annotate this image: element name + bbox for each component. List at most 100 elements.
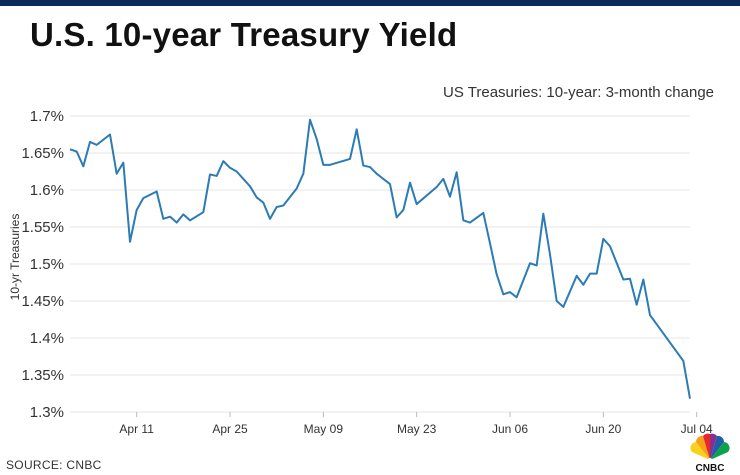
series-layer xyxy=(68,117,693,401)
x-tick-label: Apr 11 xyxy=(119,422,154,436)
data-point xyxy=(688,396,693,401)
top-brand-bar xyxy=(0,0,740,6)
data-point xyxy=(94,142,99,147)
data-point xyxy=(528,261,533,266)
chart-subtitle: US Treasuries: 10-year: 3-month change xyxy=(443,84,714,101)
data-point xyxy=(648,313,653,318)
y-axis-ticks: 1.3% 1.35% 1.4% 1.45% 1.5% 1.55% 1.6% 1.65% 1.7% xyxy=(21,108,64,421)
data-point xyxy=(494,272,499,277)
data-point xyxy=(348,156,353,161)
logo-wordmark: CNBC xyxy=(696,463,725,472)
data-point xyxy=(294,186,299,191)
data-point xyxy=(161,216,166,221)
data-point xyxy=(621,277,626,282)
data-point xyxy=(261,200,266,205)
data-point xyxy=(308,117,313,122)
data-point xyxy=(601,236,606,241)
data-point xyxy=(234,169,239,174)
data-point xyxy=(248,184,253,189)
data-point xyxy=(68,147,73,152)
data-point xyxy=(121,160,126,165)
x-axis-ticks: Apr 11 Apr 25 May 09 May 23 Jun 06 Jun 20 Jul … xyxy=(119,412,713,436)
x-tick-label: May 09 xyxy=(304,422,344,436)
data-point xyxy=(321,162,326,167)
chart-title: U.S. 10-year Treasury Yield xyxy=(30,16,458,53)
data-point xyxy=(254,195,259,200)
data-point xyxy=(641,277,646,282)
data-point xyxy=(554,299,559,304)
data-point xyxy=(561,304,566,309)
data-point xyxy=(448,194,453,199)
data-point xyxy=(534,263,539,268)
data-point xyxy=(634,302,639,307)
data-point xyxy=(181,212,186,217)
y-tick-label: 1.35% xyxy=(21,367,64,384)
x-tick-label: Jun 06 xyxy=(492,422,528,436)
data-point xyxy=(81,164,86,169)
data-point xyxy=(508,290,513,295)
data-point xyxy=(481,210,486,215)
y-tick-label: 1.4% xyxy=(30,330,64,347)
data-point xyxy=(454,170,459,175)
data-point xyxy=(281,203,286,208)
data-point xyxy=(628,276,633,281)
y-tick-label: 1.6% xyxy=(30,182,64,199)
data-point xyxy=(501,292,506,297)
data-point xyxy=(201,210,206,215)
data-point xyxy=(128,239,133,244)
data-point xyxy=(168,214,173,219)
data-point xyxy=(141,196,146,201)
data-point xyxy=(588,271,593,276)
x-tick-label: Jun 20 xyxy=(585,422,621,436)
series-line xyxy=(69,118,691,399)
data-point xyxy=(408,180,413,185)
y-tick-label: 1.65% xyxy=(21,145,64,162)
data-point xyxy=(328,162,333,167)
y-tick-label: 1.5% xyxy=(30,256,64,273)
data-point xyxy=(548,252,553,257)
data-point xyxy=(608,244,613,249)
data-point xyxy=(394,215,399,220)
data-point xyxy=(314,136,319,141)
data-point xyxy=(514,295,519,300)
data-point xyxy=(388,182,393,187)
data-point xyxy=(581,282,586,287)
data-point xyxy=(114,171,119,176)
data-point xyxy=(74,149,79,154)
x-tick-label: Jul 04 xyxy=(681,422,713,436)
y-tick-label: 1.55% xyxy=(21,219,64,236)
gridlines xyxy=(70,115,690,413)
data-point xyxy=(488,241,493,246)
x-tick-label: May 23 xyxy=(397,422,437,436)
data-point xyxy=(174,220,179,225)
x-tick-label: Apr 25 xyxy=(212,422,248,436)
data-point xyxy=(681,358,686,363)
y-tick-label: 1.45% xyxy=(21,293,64,310)
data-point xyxy=(88,139,93,144)
data-point xyxy=(354,127,359,132)
data-point xyxy=(221,159,226,164)
data-point xyxy=(401,207,406,212)
y-tick-label: 1.7% xyxy=(30,108,64,125)
data-point xyxy=(361,163,366,168)
data-point xyxy=(134,207,139,212)
data-point xyxy=(468,220,473,225)
peacock-icon xyxy=(690,433,730,462)
data-point xyxy=(374,171,379,176)
y-tick-label: 1.3% xyxy=(30,404,64,421)
source-note: SOURCE: CNBC xyxy=(6,458,102,472)
data-point xyxy=(154,189,159,194)
data-point xyxy=(434,185,439,190)
data-point xyxy=(274,205,279,210)
data-point xyxy=(441,176,446,181)
data-point xyxy=(414,202,419,207)
data-point xyxy=(108,132,113,137)
data-point xyxy=(268,216,273,221)
data-point xyxy=(368,165,373,170)
data-point xyxy=(188,218,193,223)
data-point xyxy=(461,218,466,223)
data-point xyxy=(574,273,579,278)
data-point xyxy=(301,171,306,176)
data-point xyxy=(214,173,219,178)
